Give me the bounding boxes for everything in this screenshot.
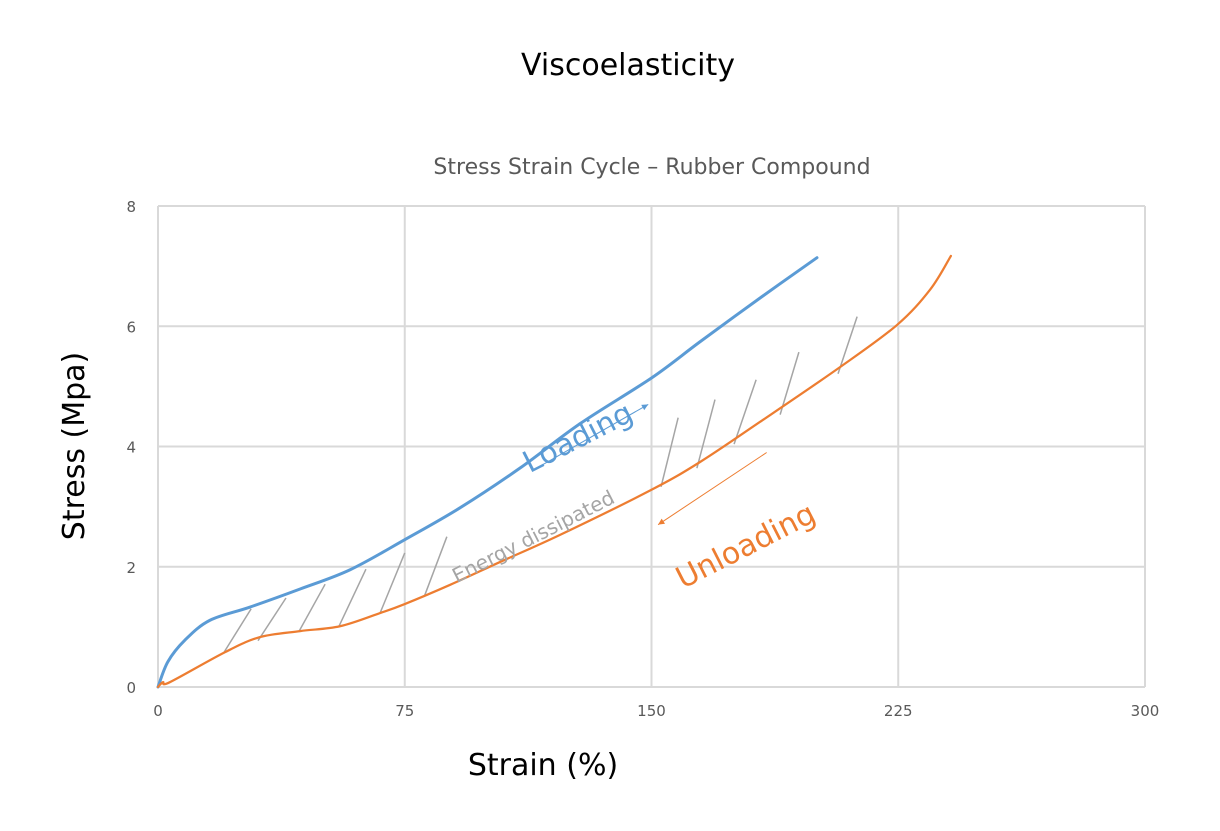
arrows-group — [542, 403, 767, 526]
loading-curve — [156, 256, 819, 689]
hatch-line — [223, 608, 252, 653]
x-tick-labels: 0 75 150 225 300 — [153, 702, 1159, 720]
unloading-arrow-shaft — [657, 452, 767, 526]
y-tick-labels: 0 2 4 6 8 — [126, 198, 136, 697]
series-group — [156, 254, 953, 689]
energy-hatching — [223, 316, 858, 653]
loading-arrow-head — [641, 404, 649, 411]
x-tick-label: 225 — [884, 702, 913, 720]
page-title: Viscoelasticity — [521, 48, 735, 83]
y-tick-label: 6 — [126, 318, 136, 336]
x-tick-label: 0 — [153, 702, 163, 720]
hatch-line — [338, 568, 367, 627]
x-tick-label: 300 — [1131, 702, 1160, 720]
unloading-annotation: Unloading — [670, 496, 821, 596]
loading-annotation: Loading — [517, 396, 638, 481]
x-axis-label: Strain (%) — [468, 748, 618, 783]
y-tick-label: 4 — [126, 439, 136, 457]
hatch-line — [423, 536, 448, 598]
y-tick-label: 0 — [126, 679, 136, 697]
y-tick-label: 2 — [126, 559, 136, 577]
unloading-arrow-head — [658, 518, 666, 525]
gridlines — [157, 205, 1146, 688]
y-axis-label: Stress (Mpa) — [57, 352, 92, 540]
hatch-line — [779, 351, 800, 415]
x-tick-label: 75 — [395, 702, 414, 720]
loading-arrow-shaft — [542, 403, 649, 465]
x-tick-label: 150 — [637, 702, 666, 720]
hatch-line — [837, 316, 858, 374]
unloading-curve — [156, 254, 953, 689]
hatch-line — [733, 379, 757, 445]
hatch-line — [298, 583, 326, 632]
chart-title: Stress Strain Cycle – Rubber Compound — [433, 155, 870, 180]
y-tick-label: 8 — [126, 198, 136, 216]
hatch-line — [660, 417, 679, 487]
hatch-line — [379, 552, 406, 614]
hatch-line — [696, 399, 716, 469]
hatch-line — [257, 597, 287, 642]
loading-arrow — [542, 403, 649, 465]
unloading-arrow — [657, 452, 767, 526]
